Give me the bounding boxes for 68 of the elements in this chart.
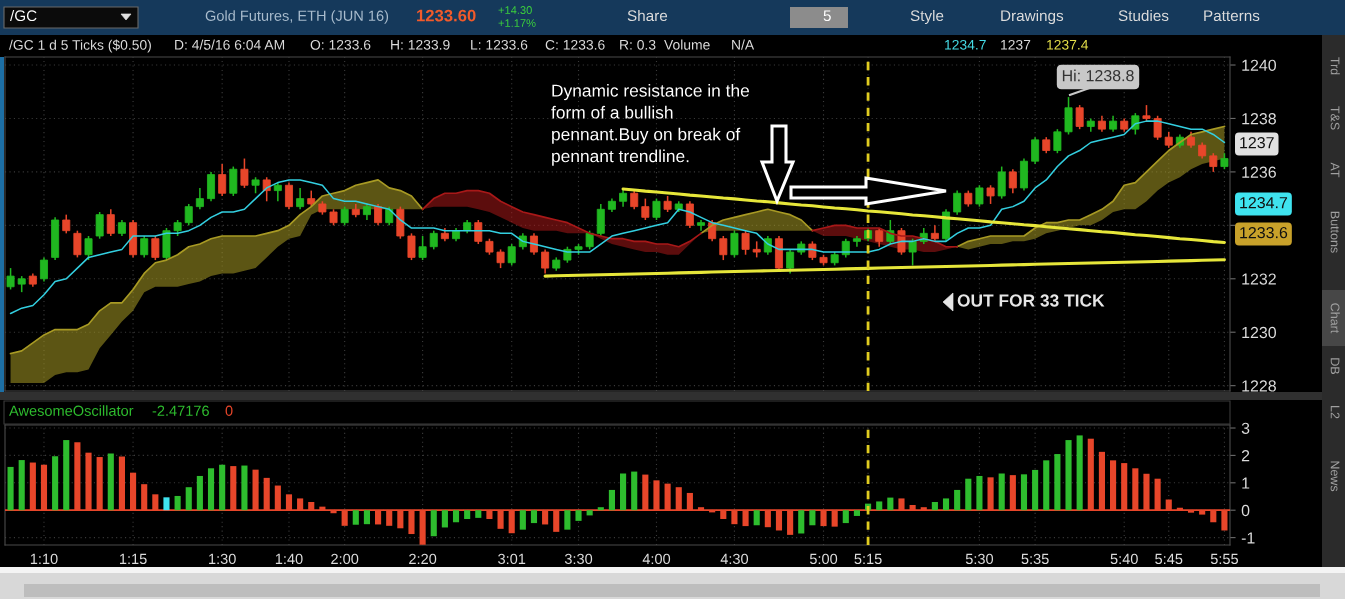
text: +14.30 xyxy=(498,6,532,14)
text: AT xyxy=(1330,162,1340,178)
y-tick-label: 2 xyxy=(1241,450,1250,462)
x-tick-label: 5:30 xyxy=(965,553,994,565)
x-tick-label: 5:55 xyxy=(1210,553,1239,565)
text: H: 1233.9 xyxy=(391,39,450,50)
x-tick-label: 5:35 xyxy=(1021,553,1049,565)
y-tick-label: 1238 xyxy=(1242,113,1276,125)
text: 1233.60 xyxy=(417,9,476,22)
chart-title: AwesomeOscillator xyxy=(9,405,134,416)
y-tick-label: 1236 xyxy=(1242,166,1276,178)
y-tick-label: 1232 xyxy=(1242,273,1276,285)
y-tick-label: 1240 xyxy=(1242,59,1277,71)
y-tick-label: 1228 xyxy=(1242,380,1276,392)
text: DB xyxy=(1330,358,1340,375)
text: -2.47176 xyxy=(152,405,209,416)
text: 5 xyxy=(823,10,831,22)
text: /GC xyxy=(10,9,37,22)
text: 1237 xyxy=(1240,136,1274,149)
x-tick-label: 5:40 xyxy=(1110,553,1138,565)
x-tick-label: 4:30 xyxy=(720,553,749,565)
text: 1237.4 xyxy=(1047,39,1089,50)
x-tick-label: 5:45 xyxy=(1155,553,1183,565)
text: T&S xyxy=(1330,106,1340,130)
text: O: 1233.6 xyxy=(310,39,371,50)
text: 1233.6 xyxy=(1240,226,1288,239)
text: L: 1233.6 xyxy=(471,39,528,50)
x-tick-label: 4:00 xyxy=(642,553,671,565)
y-tick-label: 1230 xyxy=(1242,326,1277,339)
y-tick-label: 1 xyxy=(1242,477,1250,489)
text: Share xyxy=(627,9,668,22)
text: Patterns xyxy=(1204,10,1260,22)
text: Style xyxy=(910,9,944,25)
text: Chart xyxy=(1330,303,1340,334)
y-tick-label: -1 xyxy=(1241,532,1255,544)
text: 1237 xyxy=(1001,39,1031,50)
text: Buttons xyxy=(1330,211,1340,253)
text: L2 xyxy=(1330,406,1340,419)
text: News xyxy=(1330,461,1340,492)
x-tick-label: 1:15 xyxy=(119,553,147,565)
text: Drawings xyxy=(1001,9,1064,25)
x-tick-label: 2:00 xyxy=(331,553,359,565)
x-tick-label: 5:15 xyxy=(854,553,882,565)
annotation: Dynamic resistance in the form of a bullish pennant.Buy on break of pennant trendline. xyxy=(551,84,749,166)
y-tick-label: 3 xyxy=(1241,422,1250,434)
x-tick-label: 2:20 xyxy=(409,553,437,565)
x-tick-label: 1:40 xyxy=(275,553,303,565)
text: 1234.7 xyxy=(1240,196,1288,209)
text: +1.17% xyxy=(498,19,536,27)
text: 1234.7 xyxy=(945,39,986,50)
text: Studies xyxy=(1118,9,1169,22)
x-tick-label: 3:30 xyxy=(564,553,593,565)
x-tick-label: 1:30 xyxy=(209,553,236,565)
y-tick-label: 0 xyxy=(1241,504,1250,517)
text: 0 xyxy=(225,405,233,416)
text: Gold Futures, ETH (JUN 16) xyxy=(205,10,389,24)
text: D: 4/5/16 6:04 AM xyxy=(175,39,285,50)
text: N/A xyxy=(732,39,755,50)
text: R: 0.3 xyxy=(620,39,656,50)
x-tick-label: 3:01 xyxy=(498,553,526,565)
x-tick-label: 1:10 xyxy=(30,553,58,565)
annotation: OUT FOR 33 TICK xyxy=(957,294,1105,307)
text: Trd xyxy=(1330,57,1340,75)
text: Volume xyxy=(664,39,710,50)
text: C: 1233.6 xyxy=(545,39,605,50)
chart-title: /GC 1 d 5 Ticks ($0.50) xyxy=(9,39,151,53)
x-tick-label: 5:00 xyxy=(809,553,838,565)
annotation: Hi: 1238.8 xyxy=(1062,69,1134,82)
